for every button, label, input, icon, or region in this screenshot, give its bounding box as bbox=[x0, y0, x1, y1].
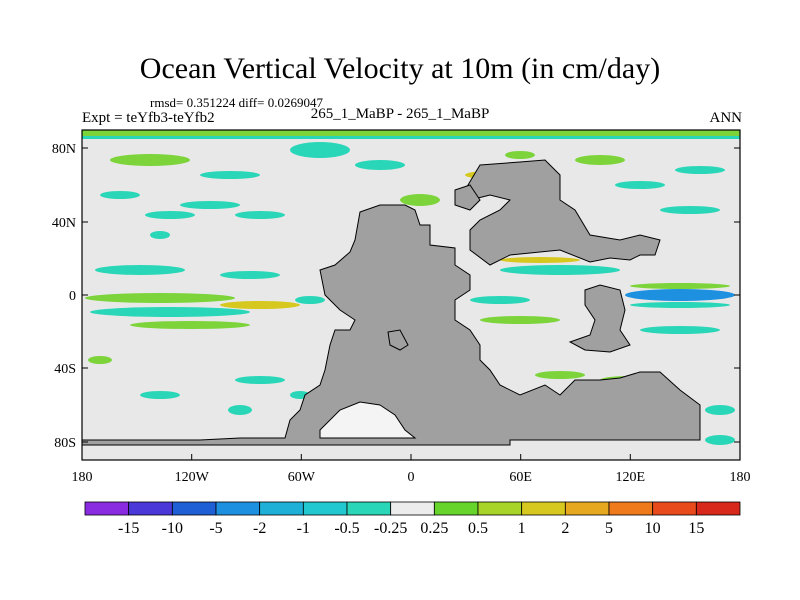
map-panel bbox=[81, 129, 741, 461]
x-axis-labels: 180 120W 60W 0 60E 120E 180 bbox=[72, 470, 751, 485]
x-tick-label: 120E bbox=[616, 470, 646, 485]
contour-patch bbox=[500, 257, 580, 263]
colorbar-label: -1 bbox=[297, 520, 310, 537]
contour-patch bbox=[675, 166, 725, 174]
contour-patch bbox=[500, 265, 620, 275]
contour-patch bbox=[130, 321, 250, 329]
contour-patch bbox=[290, 142, 350, 158]
contour-patch bbox=[95, 265, 185, 275]
colorbar-label: 0.25 bbox=[420, 520, 448, 537]
velocity-contours bbox=[82, 130, 740, 445]
contour-patch bbox=[615, 181, 665, 189]
stats-text: rmsd= 0.351224 diff= 0.0269047 bbox=[150, 95, 323, 110]
colorbar-swatch bbox=[215, 501, 261, 516]
contour-patch bbox=[660, 206, 720, 214]
colorbar-swatch bbox=[302, 501, 348, 516]
contour-patch bbox=[630, 302, 730, 308]
contour-patch bbox=[625, 289, 735, 301]
x-tick-label: 60E bbox=[509, 470, 532, 485]
y-tick-label: 80N bbox=[52, 142, 76, 157]
colorbar-swatch bbox=[608, 501, 654, 516]
contour-patch bbox=[90, 307, 250, 317]
colorbar-swatch bbox=[695, 501, 741, 516]
x-tick-label: 180 bbox=[730, 470, 751, 485]
contour-patch bbox=[235, 376, 285, 384]
contour-patch bbox=[640, 326, 720, 334]
colorbar-label: -0.25 bbox=[374, 520, 407, 537]
contour-patch bbox=[85, 293, 235, 303]
colorbar-swatch bbox=[259, 501, 304, 516]
colorbar-swatch bbox=[84, 501, 130, 516]
colorbar-swatch bbox=[433, 501, 479, 516]
x-tick-label: 180 bbox=[72, 470, 93, 485]
antarctic-ice bbox=[319, 401, 417, 439]
y-tick-label: 80S bbox=[54, 436, 76, 451]
colorbar-swatch bbox=[652, 501, 697, 516]
contour-patch bbox=[235, 211, 285, 219]
contour-patch bbox=[630, 283, 730, 289]
x-tick-label: 0 bbox=[408, 470, 415, 485]
contour-patch bbox=[355, 160, 405, 170]
colorbar-swatch bbox=[521, 501, 566, 516]
contour-patch bbox=[140, 391, 180, 399]
x-tick-label: 120W bbox=[175, 470, 210, 485]
case-label: 265_1_MaBP - 265_1_MaBP bbox=[310, 106, 490, 122]
colorbar-swatch bbox=[564, 501, 610, 516]
colorbar-swatch bbox=[477, 501, 523, 516]
land-australia bbox=[568, 284, 631, 353]
contour-patch bbox=[295, 296, 325, 304]
contour-patch bbox=[705, 435, 735, 445]
colorbar-label: -2 bbox=[253, 520, 266, 537]
contour-patch bbox=[505, 151, 535, 159]
contour-patch bbox=[400, 194, 440, 206]
land-island bbox=[387, 329, 409, 351]
colorbar-swatch bbox=[390, 501, 435, 516]
land-eurasia bbox=[464, 159, 661, 266]
colorbar-labels: -15 -10 -5 -2 -1 -0.5 -0.25 0.25 0.5 1 2 5 10 15 bbox=[118, 520, 704, 537]
contour-patch bbox=[705, 405, 735, 415]
contour-patch bbox=[220, 271, 280, 279]
colorbar-label: 5 bbox=[605, 520, 613, 537]
colorbar-label: 1 bbox=[518, 520, 526, 537]
y-tick-label: 40N bbox=[52, 216, 76, 231]
colorbar-label: 0.5 bbox=[468, 520, 488, 537]
contour-patch bbox=[200, 171, 260, 179]
colorbar-label: -15 bbox=[118, 520, 139, 537]
experiment-label: Expt = teYfb3-teYfb2 bbox=[82, 110, 215, 126]
colorbar-swatch bbox=[346, 501, 392, 516]
land-americas bbox=[81, 204, 701, 446]
contour-patch bbox=[535, 371, 585, 379]
contour-patch bbox=[100, 191, 140, 199]
contour-patch bbox=[88, 356, 112, 364]
land-mask bbox=[81, 159, 701, 446]
contour-patch bbox=[150, 231, 170, 239]
colorbar bbox=[84, 501, 741, 516]
colorbar-label: -5 bbox=[209, 520, 222, 537]
plot-title: Ocean Vertical Velocity at 10m (in cm/da… bbox=[139, 52, 661, 85]
contour-patch bbox=[470, 296, 530, 304]
land-greenland bbox=[454, 184, 481, 211]
contour-patch bbox=[228, 405, 252, 415]
y-tick-label: 40S bbox=[54, 362, 76, 377]
axis-ticks bbox=[81, 147, 741, 460]
season-label: ANN bbox=[709, 110, 743, 126]
colorbar-swatch bbox=[128, 501, 173, 516]
contour-patch bbox=[110, 154, 190, 166]
colorbar-label: 2 bbox=[561, 520, 569, 537]
y-tick-label: 0 bbox=[69, 289, 76, 304]
colorbar-swatch bbox=[171, 501, 217, 516]
contour-patch bbox=[180, 201, 240, 209]
colorbar-label: 15 bbox=[688, 520, 704, 537]
x-tick-label: 60W bbox=[288, 470, 316, 485]
contour-patch bbox=[575, 155, 625, 165]
colorbar-label: 10 bbox=[645, 520, 661, 537]
contour-patch bbox=[480, 316, 560, 324]
contour-patch bbox=[220, 301, 300, 309]
colorbar-label: -10 bbox=[162, 520, 183, 537]
y-axis-labels: 80N 40N 0 40S 80S bbox=[52, 142, 76, 451]
colorbar-label: -0.5 bbox=[334, 520, 359, 537]
contour-patch bbox=[145, 211, 195, 219]
